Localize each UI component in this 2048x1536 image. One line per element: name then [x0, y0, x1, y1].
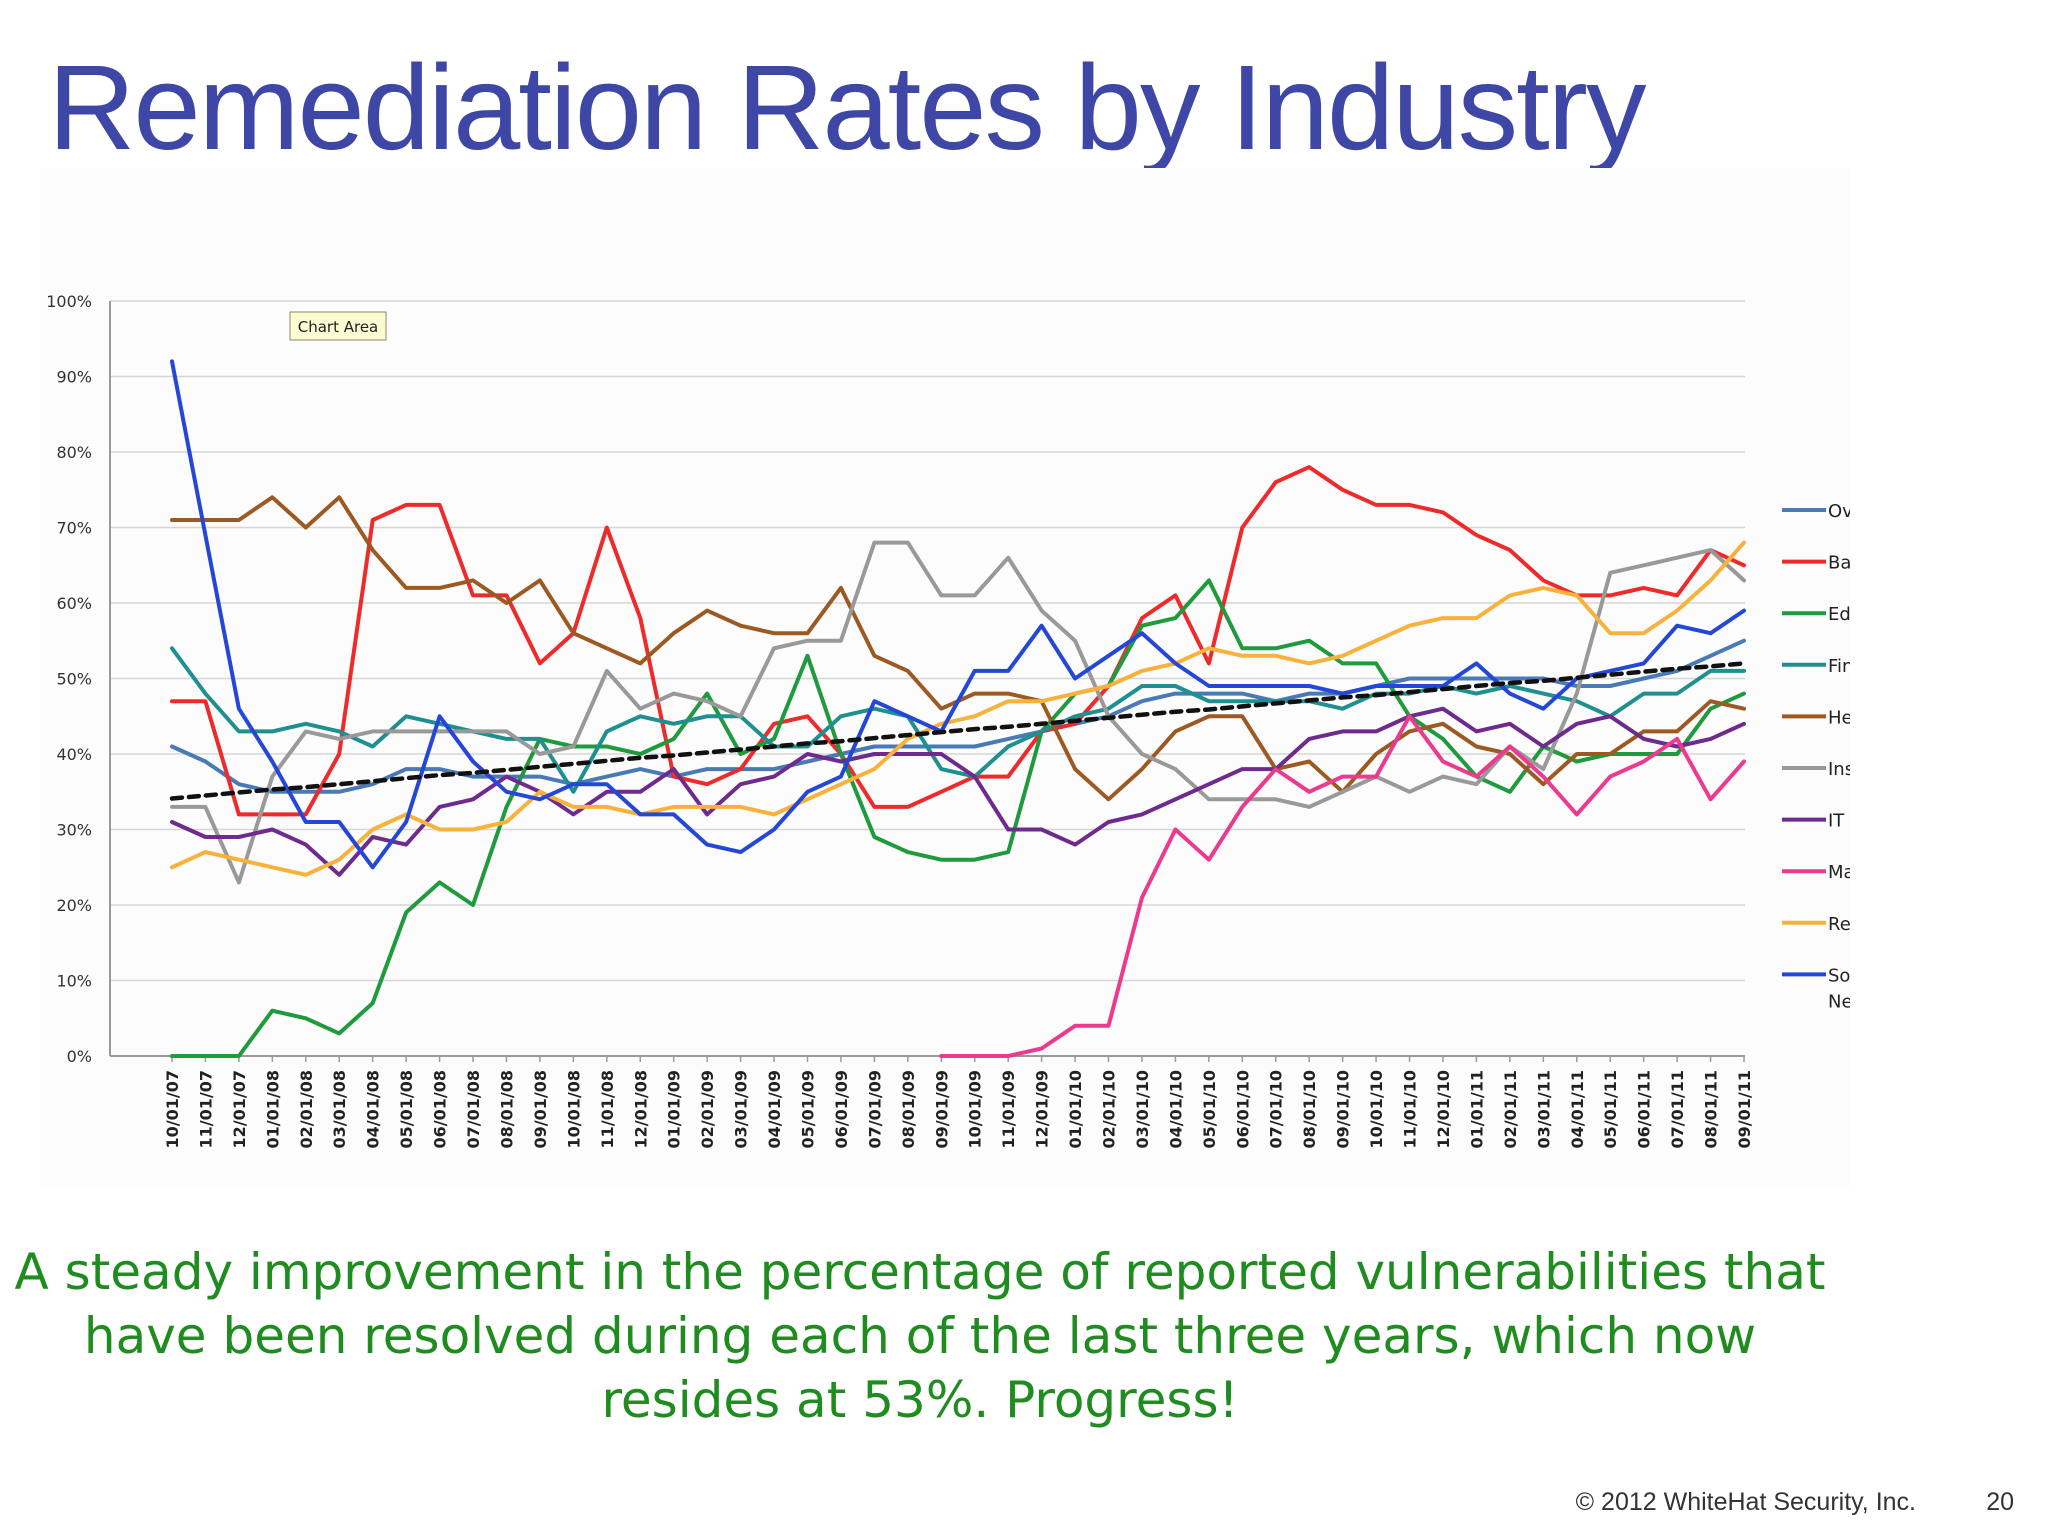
legend-label-social-networking: Networking: [1828, 991, 1850, 1012]
x-tick-label: 09/01/08: [531, 1070, 550, 1148]
series-line-insurance: [170, 540, 1746, 885]
x-tick-label: 10/01/09: [966, 1070, 985, 1148]
x-tick-label: 10/01/10: [1367, 1070, 1386, 1148]
x-tick-label: 08/01/09: [899, 1070, 918, 1148]
x-tick-label: 03/01/11: [1534, 1070, 1553, 1148]
y-tick-label: 10%: [56, 972, 92, 991]
x-tick-label: 09/01/10: [1334, 1070, 1353, 1148]
x-tick-label: 07/01/11: [1668, 1070, 1687, 1148]
trend-line: [169, 661, 1747, 801]
x-tick-label: 12/01/09: [1033, 1070, 1052, 1148]
series-line-manufacturing: [939, 714, 1746, 1058]
y-tick-label: 70%: [56, 519, 92, 538]
x-tick-label: 11/01/10: [1401, 1070, 1420, 1148]
y-tick-label: 0%: [67, 1047, 92, 1066]
x-tick-label: 05/01/09: [798, 1070, 817, 1148]
legend-label-financial-services: Financial Services: [1828, 656, 1850, 677]
x-tick-label: 01/01/09: [665, 1070, 684, 1148]
x-tick-label: 04/01/08: [364, 1070, 383, 1148]
x-tick-label: 02/01/08: [297, 1070, 316, 1148]
x-tick-label: 12/01/07: [230, 1070, 249, 1148]
y-tick-label: 50%: [56, 670, 92, 689]
x-tick-label: 07/01/09: [865, 1070, 884, 1148]
x-tick-label: 02/01/09: [698, 1070, 717, 1148]
legend-label-it: IT: [1828, 811, 1845, 832]
x-tick-label: 04/01/11: [1568, 1070, 1587, 1148]
y-tick-label: 60%: [56, 594, 92, 613]
x-tick-label: 01/01/11: [1467, 1070, 1486, 1148]
chart-area-tooltip: [289, 311, 387, 341]
footer-copyright: © 2012 WhiteHat Security, Inc.: [1575, 1488, 1916, 1516]
x-tick-label: 05/01/11: [1601, 1070, 1620, 1148]
chart-area-tooltip-label: Chart Area: [298, 318, 379, 336]
y-tick-label: 20%: [56, 896, 92, 915]
series-line-banking: [170, 465, 1746, 817]
line-chart: 0% 10% 20% 30% 40% 50% 60% 70% 80% 90% 100% 10/01/0…: [46, 292, 1850, 1148]
series-line-social-networking: [170, 359, 1746, 870]
x-tick-label: 04/01/10: [1166, 1070, 1185, 1148]
x-tick-label: 08/01/10: [1300, 1070, 1319, 1148]
legend-label-banking: Banking: [1828, 553, 1850, 574]
x-tick-label: 02/01/10: [1100, 1070, 1119, 1148]
slide-caption: A steady improvement in the percentage o…: [14, 1243, 1826, 1429]
x-tick-label: 02/01/11: [1501, 1070, 1520, 1148]
y-tick-label: 30%: [56, 821, 92, 840]
x-tick-label: 06/01/11: [1635, 1070, 1654, 1148]
x-tick-label: 03/01/10: [1133, 1070, 1152, 1148]
series-line-retail: [170, 540, 1746, 877]
legend-label-education: Education: [1828, 604, 1850, 625]
legend-label-manufacturing: Manufacturing: [1828, 862, 1850, 883]
x-tick-label: 11/01/07: [196, 1070, 215, 1148]
x-tick-label: 03/01/09: [732, 1070, 751, 1148]
series-line-it: [170, 706, 1746, 877]
x-tick-label: 09/01/09: [932, 1070, 951, 1148]
x-tick-label: 10/01/07: [163, 1070, 182, 1148]
y-tick-label: 90%: [56, 368, 92, 387]
x-tick-label: 01/01/08: [263, 1070, 282, 1148]
y-tick-label: 80%: [56, 443, 92, 462]
x-tick-label: 12/01/08: [631, 1070, 650, 1148]
x-tick-label: 11/01/09: [999, 1070, 1018, 1148]
x-tick-label: 04/01/09: [765, 1070, 784, 1148]
x-tick-label: 08/01/08: [497, 1070, 516, 1148]
x-tick-label: 06/01/10: [1233, 1070, 1252, 1148]
x-tick-label: 12/01/10: [1434, 1070, 1453, 1148]
x-tick-label: 05/01/10: [1200, 1070, 1219, 1148]
legend-label-retail: Retail: [1828, 914, 1850, 935]
y-tick-label: 40%: [56, 745, 92, 764]
x-tick-label: 06/01/09: [832, 1070, 851, 1148]
x-tick-label: 11/01/08: [598, 1070, 617, 1148]
legend-label-insurance: Insurance: [1828, 759, 1850, 780]
series-line-financial-services: [170, 646, 1746, 794]
page-number: 20: [1986, 1488, 2014, 1516]
x-tick-label: 01/01/10: [1066, 1070, 1085, 1148]
x-tick-label: 09/01/11: [1735, 1070, 1754, 1148]
x-tick-label: 03/01/08: [330, 1070, 349, 1148]
x-tick-label: 10/01/08: [564, 1070, 583, 1148]
y-tick-label: 100%: [46, 292, 92, 311]
x-tick-label: 08/01/11: [1702, 1070, 1721, 1148]
x-tick-label: 05/01/08: [397, 1070, 416, 1148]
chart-area: 0% 10% 20% 30% 40% 50% 60% 70% 80% 90% 100% 10/01/0…: [40, 168, 1850, 1188]
x-tick-label: 07/01/10: [1267, 1070, 1286, 1148]
x-tick-label: 06/01/08: [431, 1070, 450, 1148]
x-tick-label: 07/01/08: [464, 1070, 483, 1148]
legend-label-healthcare: Healthcare: [1828, 707, 1850, 728]
legend-label-social-networking: Social: [1828, 965, 1850, 986]
legend-label-overall: Overall: [1828, 501, 1850, 522]
series-line-overall: [170, 638, 1746, 794]
